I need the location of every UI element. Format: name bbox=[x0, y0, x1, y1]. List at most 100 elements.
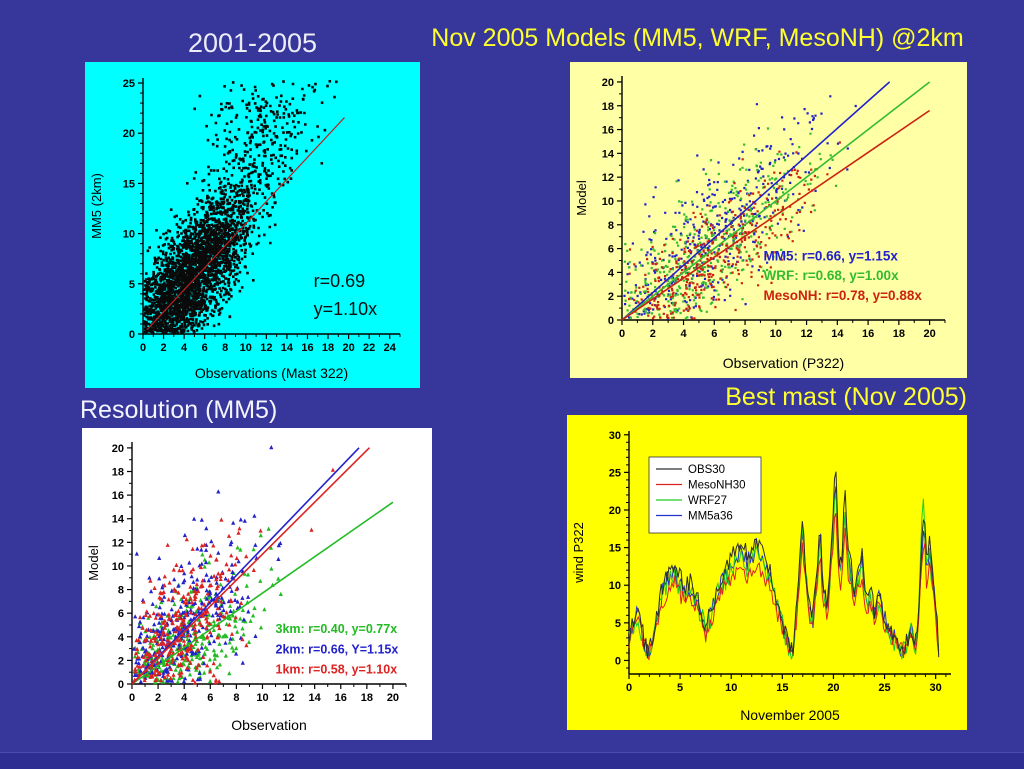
svg-text:Observation: Observation bbox=[231, 717, 306, 733]
svg-text:0: 0 bbox=[140, 342, 146, 354]
svg-text:16: 16 bbox=[862, 328, 874, 340]
svg-text:12: 12 bbox=[800, 328, 812, 340]
svg-text:y=1.10x: y=1.10x bbox=[314, 299, 378, 319]
svg-text:0: 0 bbox=[129, 692, 135, 704]
svg-text:6: 6 bbox=[608, 244, 614, 256]
svg-text:November 2005: November 2005 bbox=[740, 707, 840, 723]
svg-text:15: 15 bbox=[776, 682, 788, 694]
svg-text:18: 18 bbox=[602, 101, 614, 113]
scatter-chart-nov2005-models: 0 2 4 6 8 10 12 14 16 18 20 0 2 4 6 8 10 12 14 16 18 20 Observ… bbox=[574, 76, 946, 371]
svg-text:MM5a36: MM5a36 bbox=[688, 511, 733, 523]
svg-text:4: 4 bbox=[680, 328, 687, 340]
svg-text:14: 14 bbox=[281, 342, 294, 354]
svg-text:0: 0 bbox=[619, 328, 625, 340]
svg-text:8: 8 bbox=[608, 220, 614, 232]
svg-text:0: 0 bbox=[626, 682, 632, 694]
svg-text:4: 4 bbox=[181, 342, 188, 354]
svg-text:8: 8 bbox=[233, 692, 239, 704]
title-nov2005-models: Nov 2005 Models (MM5, WRF, MesoNH) @2km bbox=[431, 24, 964, 52]
svg-text:6: 6 bbox=[207, 692, 213, 704]
svg-text:25: 25 bbox=[123, 78, 135, 90]
svg-text:5: 5 bbox=[129, 279, 135, 291]
svg-text:20: 20 bbox=[602, 77, 614, 89]
svg-text:10: 10 bbox=[609, 580, 621, 592]
svg-text:8: 8 bbox=[742, 328, 748, 340]
svg-text:14: 14 bbox=[309, 692, 322, 704]
svg-text:2: 2 bbox=[118, 655, 124, 667]
svg-text:6: 6 bbox=[711, 328, 717, 340]
svg-text:0: 0 bbox=[129, 329, 135, 341]
svg-text:3km: r=0.40, y=0.77x: 3km: r=0.40, y=0.77x bbox=[276, 622, 398, 636]
chart-panel-mm5-2001-2005: 0 2 4 6 8 10 12 14 16 18 20 22 24 0 5 10 15 20 25 Observati… bbox=[85, 62, 420, 388]
svg-text:24: 24 bbox=[384, 342, 397, 354]
svg-text:14: 14 bbox=[831, 328, 844, 340]
title-2001-2005: 2001-2005 bbox=[187, 28, 318, 58]
chart-panel-best-mast: 0 5 10 15 20 25 30 0 5 10 15 20 25 30 November 2005 win… bbox=[567, 415, 967, 730]
svg-text:18: 18 bbox=[361, 692, 373, 704]
svg-text:Model: Model bbox=[574, 180, 589, 216]
svg-text:8: 8 bbox=[118, 585, 124, 597]
svg-text:20: 20 bbox=[112, 443, 124, 455]
svg-text:2: 2 bbox=[160, 342, 166, 354]
chart-panel-resolution-mm5: 0 2 4 6 8 10 12 14 16 18 20 0 2 4 6 8 10 12 14 16 18 20 Observ… bbox=[82, 428, 432, 740]
svg-text:10: 10 bbox=[123, 229, 135, 241]
svg-text:0: 0 bbox=[615, 655, 621, 667]
svg-text:16: 16 bbox=[301, 342, 313, 354]
svg-text:20: 20 bbox=[123, 128, 135, 140]
scatter-chart-mm5-2001-2005: 0 2 4 6 8 10 12 14 16 18 20 22 240510152025Observati… bbox=[89, 78, 401, 381]
svg-text:15: 15 bbox=[609, 543, 621, 555]
svg-text:25: 25 bbox=[609, 467, 621, 479]
svg-text:Observation (P322): Observation (P322) bbox=[723, 355, 844, 371]
svg-text:MM5: r=0.66, y=1.15x: MM5: r=0.66, y=1.15x bbox=[764, 248, 899, 263]
svg-text:14: 14 bbox=[602, 148, 615, 160]
chart-panel-nov2005-models: 0 2 4 6 8 10 12 14 16 18 20 0 2 4 6 8 10 12 14 16 18 20 Observ… bbox=[570, 62, 967, 378]
svg-text:Observations (Mast 322): Observations (Mast 322) bbox=[195, 365, 348, 381]
svg-text:1km: r=0.58, y=1.10x: 1km: r=0.58, y=1.10x bbox=[276, 662, 398, 676]
svg-text:12: 12 bbox=[260, 342, 272, 354]
slide-footer-divider bbox=[0, 752, 1024, 769]
svg-text:10: 10 bbox=[725, 682, 737, 694]
svg-text:30: 30 bbox=[609, 430, 621, 442]
svg-text:18: 18 bbox=[893, 328, 905, 340]
svg-text:OBS30: OBS30 bbox=[688, 464, 725, 476]
title-resolution-mm5: Resolution (MM5) bbox=[80, 396, 278, 424]
svg-text:20: 20 bbox=[342, 342, 354, 354]
svg-text:20: 20 bbox=[827, 682, 839, 694]
svg-text:4: 4 bbox=[608, 267, 615, 279]
svg-text:0: 0 bbox=[608, 315, 614, 327]
svg-text:8: 8 bbox=[222, 342, 228, 354]
svg-text:12: 12 bbox=[282, 692, 294, 704]
line-chart-best-mast: 0 5 10 15 20 25 30 0 5 10 15 20 25 30 November 2005 win… bbox=[571, 430, 951, 723]
scatter-chart-resolution-mm5: 0 2 4 6 8 10 12 14 16 18 20 0 2 4 6 8 10 12 14 16 18 20 Observ… bbox=[86, 442, 407, 733]
svg-text:25: 25 bbox=[878, 682, 890, 694]
svg-text:5: 5 bbox=[615, 618, 621, 630]
svg-text:0: 0 bbox=[118, 679, 124, 691]
svg-text:15: 15 bbox=[123, 178, 135, 190]
svg-text:Model: Model bbox=[86, 545, 101, 581]
svg-text:r=0.69: r=0.69 bbox=[314, 271, 366, 291]
svg-text:30: 30 bbox=[930, 682, 942, 694]
svg-text:4: 4 bbox=[118, 632, 125, 644]
svg-text:22: 22 bbox=[363, 342, 375, 354]
svg-text:12: 12 bbox=[602, 172, 614, 184]
svg-text:6: 6 bbox=[118, 608, 124, 620]
svg-text:MesoNH30: MesoNH30 bbox=[688, 480, 746, 492]
svg-text:wind P322: wind P322 bbox=[571, 522, 586, 584]
svg-text:2: 2 bbox=[608, 291, 614, 303]
svg-text:10: 10 bbox=[112, 561, 124, 573]
svg-text:18: 18 bbox=[112, 467, 124, 479]
svg-text:12: 12 bbox=[112, 537, 124, 549]
svg-text:16: 16 bbox=[335, 692, 347, 704]
svg-text:10: 10 bbox=[602, 196, 614, 208]
svg-text:WRF27: WRF27 bbox=[688, 495, 727, 507]
svg-text:10: 10 bbox=[240, 342, 252, 354]
svg-text:10: 10 bbox=[256, 692, 268, 704]
svg-text:5: 5 bbox=[677, 682, 683, 694]
svg-text:4: 4 bbox=[181, 692, 188, 704]
svg-text:MesoNH: r=0.78, y=0.88x: MesoNH: r=0.78, y=0.88x bbox=[764, 288, 923, 303]
svg-text:2: 2 bbox=[155, 692, 161, 704]
title-best-mast: Best mast (Nov 2005) bbox=[725, 383, 967, 411]
svg-text:14: 14 bbox=[112, 514, 125, 526]
svg-text:20: 20 bbox=[609, 505, 621, 517]
